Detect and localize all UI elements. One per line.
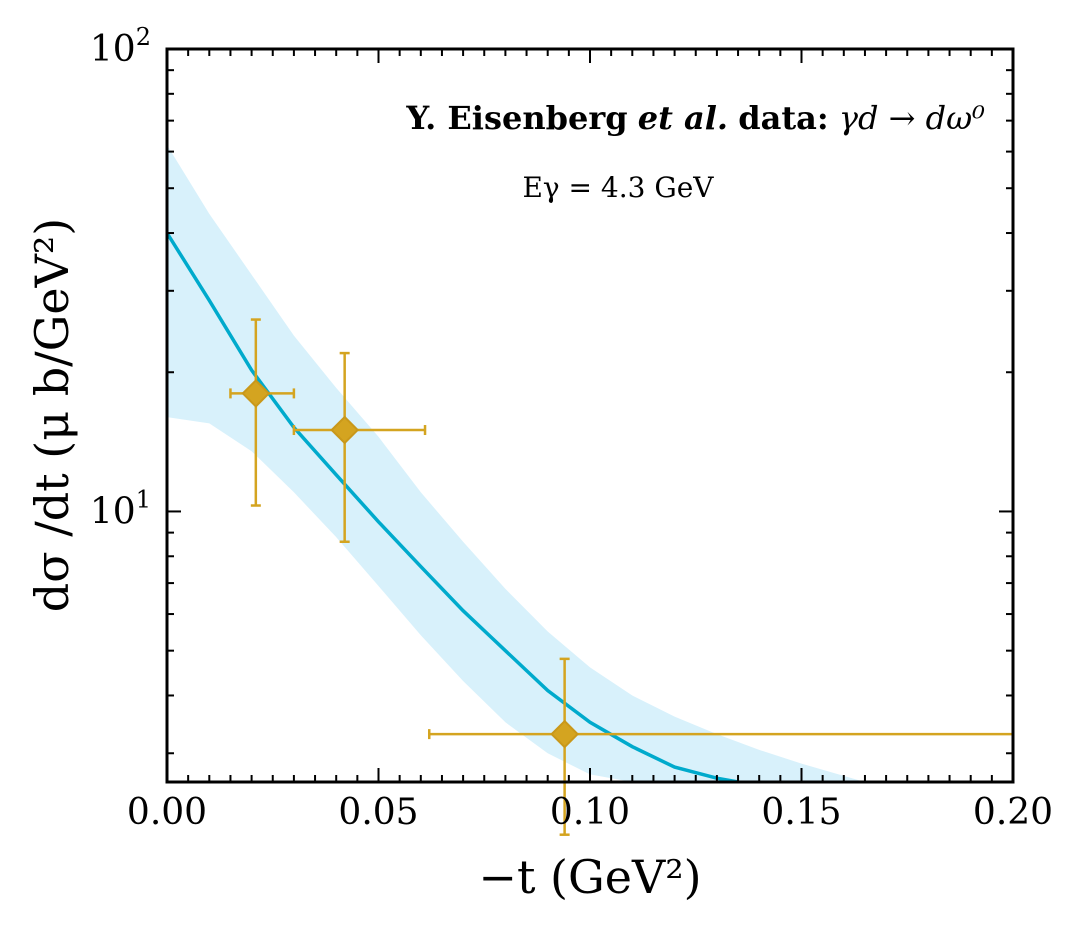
- annotation-etal: et al.: [638, 99, 728, 137]
- diamond-marker: [330, 415, 360, 445]
- band-layer: [167, 145, 865, 782]
- y-tick-label: 101: [90, 485, 151, 532]
- annotation-title: Y. Eisenberg et al. data: γd → dω⁰: [405, 99, 985, 137]
- x-tick-labels: 0.00 0.05 0.10 0.15 0.20: [127, 792, 1053, 833]
- tick-layer: [166, 48, 1014, 782]
- annotation-authors: Y. Eisenberg: [405, 99, 627, 137]
- annotation-data-word: data:: [738, 99, 828, 137]
- diamond-marker: [550, 719, 580, 749]
- x-tick-label: 0.15: [761, 792, 841, 833]
- annotation-energy: Eγ = 4.3 GeV: [522, 171, 714, 204]
- x-tick-label: 0.05: [338, 792, 418, 833]
- diamond-marker: [241, 378, 271, 408]
- x-tick-label: 0.20: [973, 792, 1053, 833]
- data-point-2: [292, 351, 427, 543]
- y-tick-labels: 101 102: [90, 23, 151, 532]
- x-tick-label: 0.00: [127, 792, 207, 833]
- y-tick-label: 102: [90, 23, 151, 70]
- x-tick-label: 0.10: [550, 792, 630, 833]
- data-point-1: [229, 318, 296, 507]
- uncertainty-band: [167, 145, 865, 782]
- data-point-3: [428, 657, 1013, 836]
- annotation-reaction: γd → dω⁰: [839, 99, 985, 137]
- x-axis-title: −t (GeV²): [478, 850, 701, 904]
- data-layer: [229, 318, 1013, 836]
- y-axis-title: dσ /dt (μ b/GeV²): [25, 218, 79, 613]
